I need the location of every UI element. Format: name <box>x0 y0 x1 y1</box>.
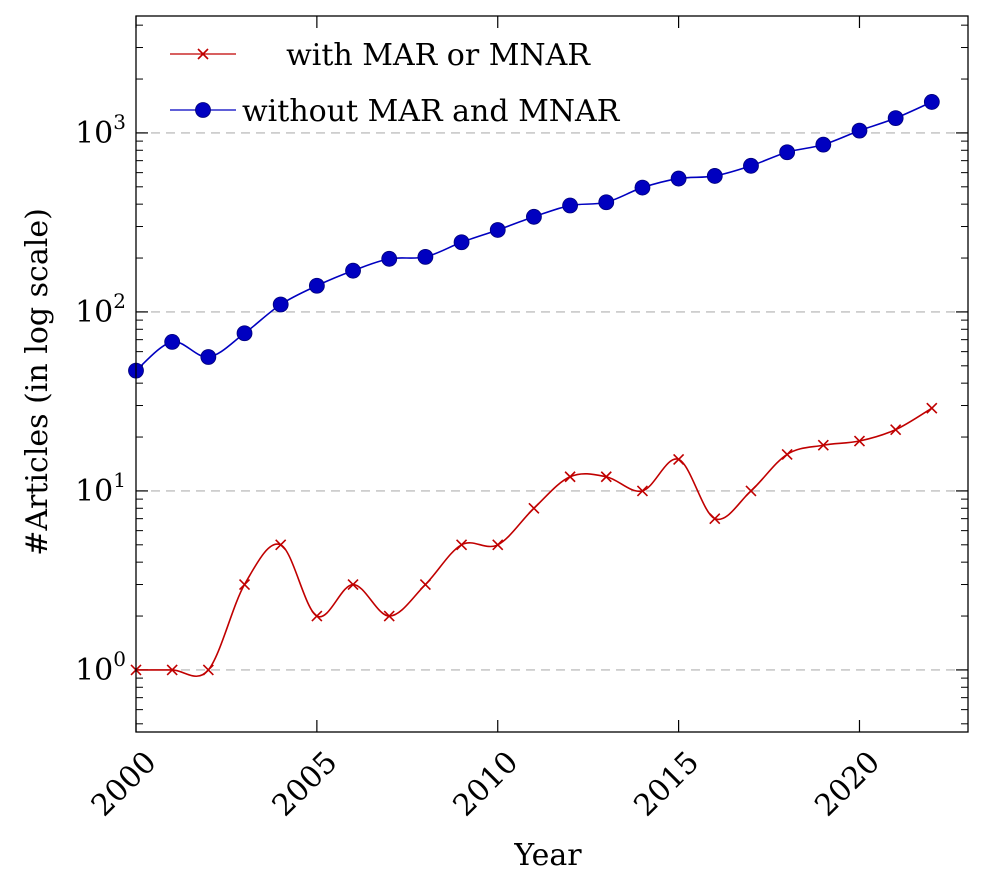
data-point <box>745 485 757 497</box>
legend-marker-cross <box>197 48 209 60</box>
legend-circle-icon <box>195 102 211 118</box>
series-line <box>135 407 933 677</box>
data-point <box>709 513 721 525</box>
data-point <box>166 664 178 676</box>
x-tick-label: 2000 <box>85 745 164 824</box>
data-point <box>851 122 868 139</box>
data-point <box>634 179 651 196</box>
data-point <box>743 157 759 174</box>
data-point <box>238 578 251 591</box>
plot-frame <box>135 15 969 733</box>
y-tick-label: 103 <box>75 110 126 151</box>
data-point <box>455 539 468 551</box>
data-point <box>673 453 685 465</box>
data-point <box>636 485 649 497</box>
data-point <box>817 439 829 451</box>
data-point <box>417 248 434 265</box>
legend-marker-circle <box>195 102 211 118</box>
y-tick-label: 101 <box>75 468 126 509</box>
y-tick-label: 102 <box>75 289 126 330</box>
data-point <box>381 250 398 267</box>
series-line <box>135 101 933 372</box>
data-point <box>526 208 542 225</box>
y-tick-label: 100 <box>75 647 126 688</box>
y-tick-labels: 100 101 102 103 <box>75 110 126 688</box>
data-point <box>311 610 323 622</box>
legend: with MAR or MNAR without MAR and MNAR <box>170 38 621 129</box>
data-point <box>489 222 506 238</box>
series-without-mar-and-mnar <box>128 94 940 379</box>
data-point <box>419 578 431 591</box>
data-point <box>779 144 796 161</box>
minor-ticks <box>136 24 968 725</box>
x-tick-label: 2015 <box>627 745 706 824</box>
series-with-mar-or-mnar <box>130 402 938 677</box>
data-point <box>383 610 395 622</box>
series-group <box>128 94 940 677</box>
y-axis-title: #Articles (in log scale) <box>20 208 55 556</box>
x-axis-title: Year <box>513 838 582 873</box>
data-point <box>887 110 904 127</box>
data-point <box>453 234 470 251</box>
data-point <box>347 578 359 591</box>
data-point <box>202 664 214 676</box>
data-point <box>492 539 504 551</box>
legend-label-without-mar: without MAR and MNAR <box>242 94 621 129</box>
legend-label-with-mar: with MAR or MNAR <box>286 38 591 73</box>
data-point <box>200 349 217 365</box>
grid-lines <box>136 132 968 671</box>
data-point <box>926 402 938 414</box>
x-tick-label: 2020 <box>808 745 887 824</box>
data-point <box>853 435 866 447</box>
legend-cross-icon <box>197 48 209 60</box>
data-point <box>308 277 325 294</box>
data-point <box>562 197 578 214</box>
x-tick-labels: 2000 2005 2010 2015 2020 <box>85 745 887 824</box>
data-point <box>890 424 902 436</box>
x-tick-label: 2005 <box>266 745 345 824</box>
data-point <box>923 94 940 110</box>
data-point <box>236 325 253 342</box>
major-ticks <box>135 16 968 732</box>
data-point <box>598 194 615 211</box>
data-point <box>272 296 289 313</box>
data-point <box>781 448 793 460</box>
data-point <box>815 136 832 153</box>
data-point <box>564 471 576 483</box>
data-point <box>275 539 287 551</box>
data-point <box>345 262 361 279</box>
data-point <box>706 168 723 184</box>
data-point <box>164 334 181 350</box>
data-point <box>600 471 612 483</box>
data-point <box>528 502 540 514</box>
data-point <box>670 170 687 187</box>
x-tick-label: 2010 <box>447 745 526 824</box>
